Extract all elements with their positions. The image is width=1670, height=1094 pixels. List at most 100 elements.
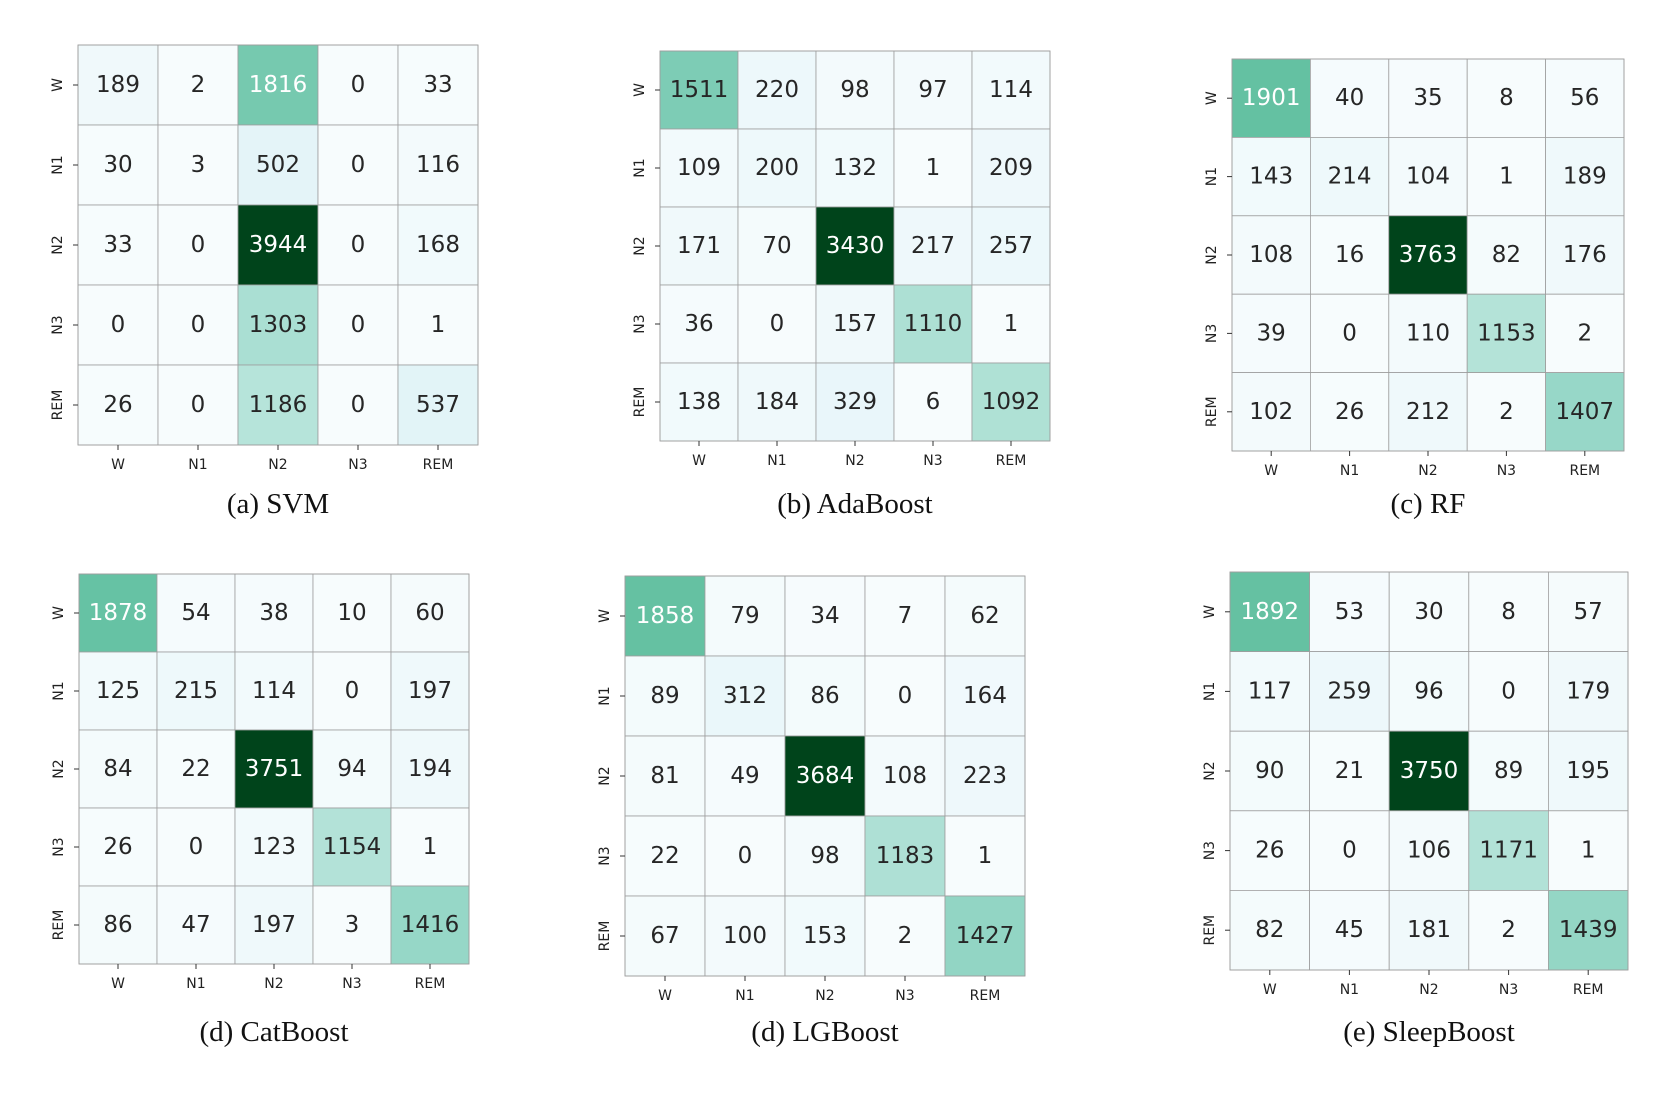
x-tick-label: W [1264,463,1278,479]
cell-value-label: 2 [898,923,913,949]
cell-value-label: 189 [1563,164,1607,190]
heatmap-cell [77,124,159,206]
heatmap-cell [156,651,236,731]
y-tick-label: N3 [632,314,648,333]
cell-value-label: 0 [351,392,366,418]
cell-value-label: 86 [103,912,132,938]
heatmap-cell [1388,372,1468,452]
heatmap-cell [312,651,392,731]
cell-value-label: 7 [898,603,913,629]
y-tick-label: N1 [50,155,66,174]
cell-value-label: 60 [415,600,444,626]
cell-value-label: 1303 [249,312,308,338]
y-tick-label: N2 [50,235,66,254]
heatmap-cell [390,729,470,809]
x-tick-label: W [111,976,125,992]
heatmap-cell [156,885,236,965]
cell-value-label: 1816 [249,72,308,98]
cell-value-label: 16 [1335,242,1364,268]
heatmap-cell [312,807,392,887]
x-tick-label: N1 [186,976,205,992]
cell-value-label: 189 [96,72,140,98]
cell-value-label: 106 [1407,838,1451,864]
cell-value-label: 214 [1328,164,1372,190]
heatmap-cell [78,651,158,731]
heatmap-cell [659,206,739,286]
heatmap-cell [893,362,973,442]
cell-value-label: 0 [189,834,204,860]
x-tick-label: REM [1569,463,1600,479]
cell-value-label: 1 [423,834,438,860]
heatmap-cell [737,128,817,208]
heatmap-cell [1545,215,1625,295]
cell-value-label: 104 [1406,164,1450,190]
cell-value-label: 1 [1581,838,1596,864]
heatmap-cell [1309,571,1390,652]
cell-value-label: 96 [1414,678,1443,704]
cell-value-label: 502 [256,152,300,178]
cell-value-label: 26 [103,834,132,860]
cell-value-label: 22 [181,756,210,782]
cell-value-label: 1 [431,312,446,338]
confusion-matrix-panel: 189 2 1816 0 33 30 3 502 0 116 33 0 3944 0 168 0 0 1303 0 1… [50,44,479,520]
cell-value-label: 0 [191,232,206,258]
panel-caption: (a) SVM [227,488,329,520]
heatmap-cell [944,815,1026,897]
heatmap-cell [78,729,158,809]
cell-value-label: 181 [1407,917,1451,943]
y-tick-label: N1 [1204,167,1220,186]
cell-value-label: 109 [677,155,721,181]
heatmap-cell [1466,215,1546,295]
cell-value-label: 22 [650,843,679,869]
y-tick-label: REM [51,910,67,941]
cell-value-label: 125 [96,678,140,704]
heatmap-cell [1388,651,1470,732]
y-tick-label: REM [50,390,66,421]
cell-value-label: 200 [755,155,799,181]
cell-value-label: 114 [252,678,296,704]
cell-value-label: 108 [883,763,927,789]
cell-value-label: 223 [963,763,1007,789]
cell-value-label: 3 [191,152,206,178]
cell-value-label: 212 [1406,399,1450,425]
cell-value-label: 100 [723,923,767,949]
cell-value-label: 49 [730,763,759,789]
heatmap-cell [397,364,479,446]
heatmap-cell [317,44,399,126]
heatmap-cell [1309,730,1390,812]
y-tick-label: N1 [632,158,648,177]
heatmap-cell [659,128,739,208]
heatmap-cell [390,651,470,731]
cell-value-label: 2 [1499,399,1514,425]
heatmap-cell [737,50,817,130]
heatmap-cell [971,206,1051,286]
cell-value-label: 1407 [1556,399,1615,425]
heatmap-cell [1545,372,1625,452]
y-tick-label: W [50,78,66,92]
y-tick-label: N2 [1202,761,1218,780]
x-tick-label: N2 [815,988,834,1004]
heatmap-cell [1388,810,1470,891]
heatmap-cell [1548,810,1629,891]
heatmap-cell [78,885,158,965]
cell-value-label: 1110 [904,311,963,337]
heatmap-cell [1388,890,1470,971]
cell-value-label: 0 [191,312,206,338]
cell-value-label: 1892 [1241,599,1300,625]
heatmap-cell [1310,215,1390,295]
cell-value-label: 1 [1004,311,1019,337]
heatmap-cell [77,44,159,126]
x-tick-label: N3 [342,976,361,992]
y-tick-label: REM [632,387,648,418]
y-tick-label: W [1204,91,1220,105]
cell-value-label: 90 [1255,758,1284,784]
heatmap-cell [157,204,239,286]
cell-value-label: 0 [1342,320,1357,346]
panel-caption: (d) LGBoost [751,1016,898,1048]
cell-value-label: 82 [1255,917,1284,943]
heatmap-cell [157,364,239,446]
y-tick-label: N2 [597,766,613,785]
cell-value-label: 153 [803,923,847,949]
cell-value-label: 168 [416,232,460,258]
